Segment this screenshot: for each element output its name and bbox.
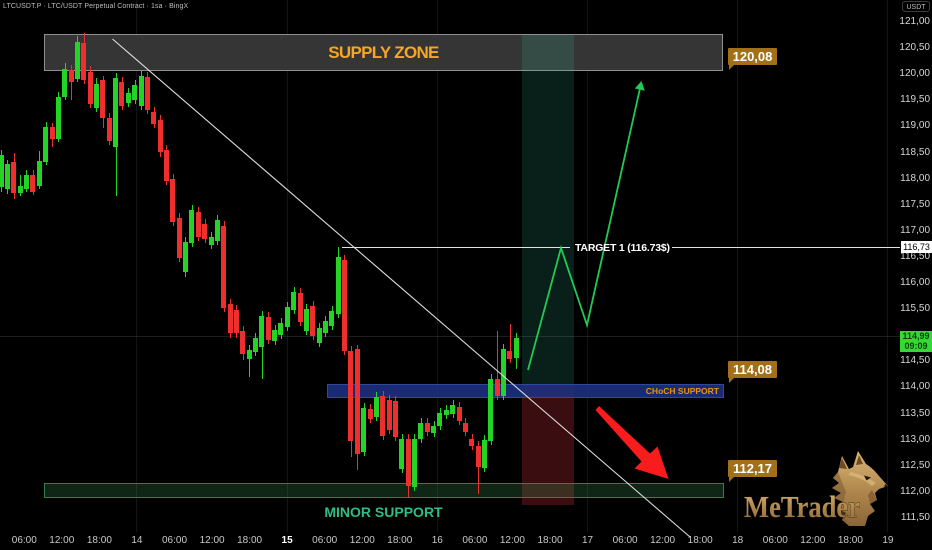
- svg-text:MeTrader: MeTrader: [744, 489, 860, 524]
